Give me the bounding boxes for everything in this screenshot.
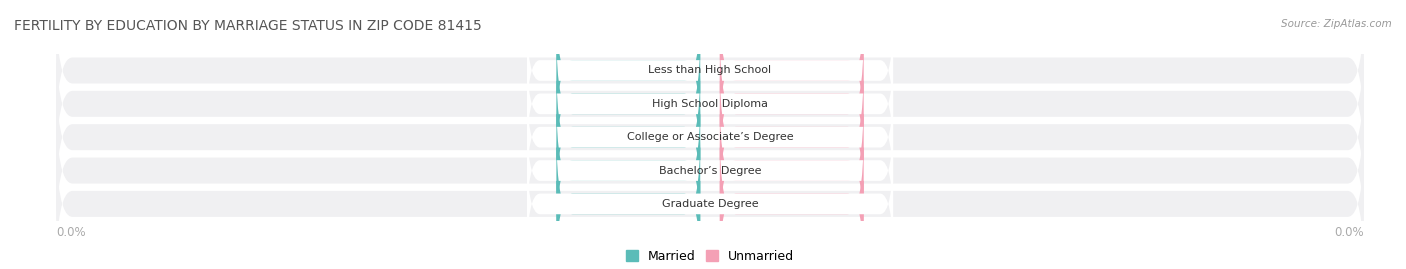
Text: 0.0%: 0.0% (614, 132, 643, 142)
FancyBboxPatch shape (56, 0, 1364, 141)
FancyBboxPatch shape (557, 131, 700, 269)
Text: 0.0%: 0.0% (1334, 226, 1364, 239)
FancyBboxPatch shape (527, 81, 893, 194)
FancyBboxPatch shape (527, 114, 893, 227)
Text: Source: ZipAtlas.com: Source: ZipAtlas.com (1281, 19, 1392, 29)
Text: 0.0%: 0.0% (614, 199, 643, 209)
Legend: Married, Unmarried: Married, Unmarried (620, 245, 800, 268)
Text: Bachelor’s Degree: Bachelor’s Degree (659, 165, 761, 176)
FancyBboxPatch shape (56, 133, 1364, 269)
Text: Graduate Degree: Graduate Degree (662, 199, 758, 209)
Text: Less than High School: Less than High School (648, 65, 772, 76)
Text: 0.0%: 0.0% (778, 65, 806, 76)
Text: College or Associate’s Degree: College or Associate’s Degree (627, 132, 793, 142)
FancyBboxPatch shape (720, 131, 863, 269)
Text: 0.0%: 0.0% (56, 226, 86, 239)
Text: 0.0%: 0.0% (614, 99, 643, 109)
FancyBboxPatch shape (720, 64, 863, 210)
Text: High School Diploma: High School Diploma (652, 99, 768, 109)
FancyBboxPatch shape (527, 147, 893, 260)
Text: 0.0%: 0.0% (778, 99, 806, 109)
FancyBboxPatch shape (557, 64, 700, 210)
FancyBboxPatch shape (56, 33, 1364, 174)
FancyBboxPatch shape (527, 14, 893, 127)
FancyBboxPatch shape (720, 31, 863, 177)
FancyBboxPatch shape (557, 0, 700, 144)
FancyBboxPatch shape (56, 67, 1364, 208)
Text: 0.0%: 0.0% (614, 165, 643, 176)
FancyBboxPatch shape (557, 97, 700, 244)
Text: 0.0%: 0.0% (778, 165, 806, 176)
Text: 0.0%: 0.0% (778, 132, 806, 142)
Text: 0.0%: 0.0% (614, 65, 643, 76)
Text: 0.0%: 0.0% (778, 199, 806, 209)
Text: FERTILITY BY EDUCATION BY MARRIAGE STATUS IN ZIP CODE 81415: FERTILITY BY EDUCATION BY MARRIAGE STATU… (14, 19, 482, 33)
FancyBboxPatch shape (720, 97, 863, 244)
FancyBboxPatch shape (527, 47, 893, 160)
FancyBboxPatch shape (56, 100, 1364, 241)
FancyBboxPatch shape (557, 31, 700, 177)
FancyBboxPatch shape (720, 0, 863, 144)
